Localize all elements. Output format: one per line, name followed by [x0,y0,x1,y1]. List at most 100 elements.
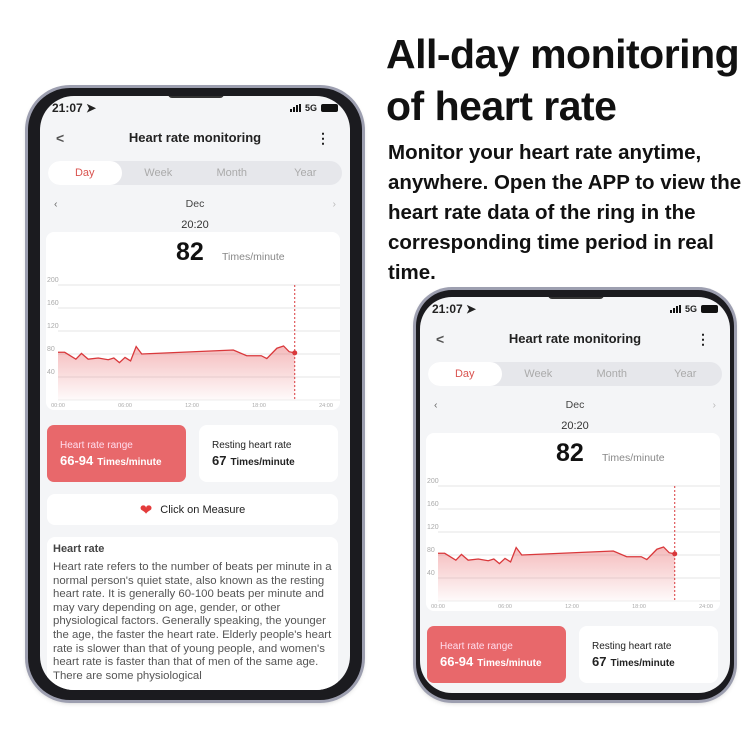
range-label: Heart rate range [440,641,513,652]
tab-month[interactable]: Month [596,368,628,380]
resting-number: 67 [592,654,607,669]
headline-line-2: of heart rate [386,83,617,129]
range-value: 66-94 Times/minute [440,654,542,669]
status-time: 21:07 [432,302,463,316]
prev-period-icon[interactable]: ‹ [434,399,438,411]
more-icon[interactable]: ⋮ [696,331,710,347]
chart-card: 82 Times/minute 200 160 120 80 40 00:00 06:00 1… [426,433,720,611]
heart-rate-line [58,345,295,364]
x-tick-label: 06:00 [118,403,132,409]
measure-button[interactable]: ❤ Click on Measure [47,494,338,525]
phone-screen-small: 21:07 ➤ 5G < Heart rate monitoring ⋮ Day… [420,297,730,693]
tab-day[interactable]: Day [428,362,502,386]
period-tabs: Day Week Month Year [428,362,722,386]
battery-icon [321,104,338,112]
y-tick-label: 120 [427,524,439,531]
resting-value: 67 Times/minute [212,453,295,468]
y-tick-label: 200 [427,478,439,485]
y-tick-label: 160 [427,501,439,508]
current-heart-rate: 82 [176,238,204,266]
x-tick-label: 00:00 [51,403,65,409]
measure-label: Click on Measure [160,503,246,516]
resting-unit: Times/minute [230,457,295,468]
period-tabs: Day Week Month Year [48,161,342,185]
status-bar: 21:07 ➤ 5G [432,301,718,317]
range-unit: Times/minute [97,457,162,468]
selected-point [672,551,678,557]
prev-period-icon[interactable]: ‹ [54,198,58,210]
tab-week[interactable]: Week [524,368,553,380]
info-title: Heart rate [53,543,105,555]
x-tick-label: 00:00 [431,604,445,610]
heart-rate-chart[interactable]: 200 160 120 80 40 00:00 06:00 12:00 18:00 24:00 [46,276,340,410]
battery-icon [701,305,718,313]
dynamic-island [548,297,604,299]
nav-bar: < Heart rate monitoring ⋮ [420,331,730,351]
info-text: Heart rate refers to the number of beats… [53,561,332,682]
tab-week[interactable]: Week [144,167,173,179]
x-tick-label: 18:00 [632,604,646,610]
phone-screen: 21:07 ➤ 5G < Heart rate monitoring ⋮ Day… [40,96,350,690]
status-time: 21:07 [52,101,83,115]
date-navigator: ‹ Dec › [54,198,336,214]
nav-bar: < Heart rate monitoring ⋮ [40,130,350,150]
back-icon[interactable]: < [436,331,445,347]
tab-month[interactable]: Month [216,167,248,179]
heart-rate-range-card: Heart rate range 66-94 Times/minute [47,425,186,482]
y-tick-label: 200 [47,277,59,284]
range-value: 66-94 Times/minute [60,453,162,468]
signal-icon [669,305,681,313]
resting-label: Resting heart rate [592,641,672,652]
page-title: Heart rate monitoring [128,130,262,145]
location-arrow-icon: ➤ [466,302,477,316]
selected-point [292,350,298,356]
y-tick-label: 160 [47,300,59,307]
heart-pulse-icon: ❤ [139,501,153,519]
period-label: Dec [565,399,585,411]
period-label: Dec [185,198,205,210]
info-card: Heart rate Heart rate refers to the numb… [47,537,338,690]
tab-day[interactable]: Day [48,161,122,185]
area-fill [58,345,295,400]
range-number: 66-94 [60,453,94,468]
current-unit: Times/minute [602,452,665,464]
location-arrow-icon: ➤ [86,101,97,115]
y-tick-label: 40 [47,369,55,376]
area-fill [438,546,675,601]
date-navigator: ‹ Dec › [434,399,716,415]
back-icon[interactable]: < [56,130,65,146]
status-bar: 21:07 ➤ 5G [52,100,338,116]
next-period-icon[interactable]: › [332,198,337,210]
network-label: 5G [304,103,317,113]
headline: All-day monitoring of heart rate [386,28,740,132]
tab-year[interactable]: Year [294,167,317,179]
x-tick-label: 12:00 [185,403,199,409]
x-tick-label: 12:00 [565,604,579,610]
x-tick-label: 24:00 [319,403,333,409]
resting-heart-rate-card: Resting heart rate 67 Times/minute [199,425,338,482]
x-tick-label: 24:00 [699,604,713,610]
range-label: Heart rate range [60,440,133,451]
current-heart-rate: 82 [556,439,584,467]
network-label: 5G [684,304,697,314]
next-period-icon[interactable]: › [712,399,717,411]
y-tick-label: 120 [47,323,59,330]
resting-heart-rate-card: Resting heart rate 67 Times/minute [579,626,718,683]
resting-value: 67 Times/minute [592,654,675,669]
tab-year[interactable]: Year [674,368,697,380]
more-icon[interactable]: ⋮ [316,130,330,146]
resting-unit: Times/minute [610,658,675,669]
headline-line-1: All-day monitoring [386,31,740,77]
y-tick-label: 40 [427,570,435,577]
y-tick-label: 80 [47,346,55,353]
description: Monitor your heart rate anytime, anywher… [388,141,742,284]
heart-rate-chart[interactable]: 200 160 120 80 40 00:00 06:00 12:00 18:00 24:00 [426,477,720,611]
y-tick-label: 80 [427,547,435,554]
x-tick-label: 18:00 [252,403,266,409]
dynamic-island [168,96,224,98]
current-unit: Times/minute [222,251,285,263]
chart-card: 82 Times/minute 200 160 120 80 40 00:00 06:00 1… [46,232,340,410]
selected-time: 20:20 [181,219,209,231]
resting-number: 67 [212,453,227,468]
heart-rate-range-card: Heart rate range 66-94 Times/minute [427,626,566,683]
